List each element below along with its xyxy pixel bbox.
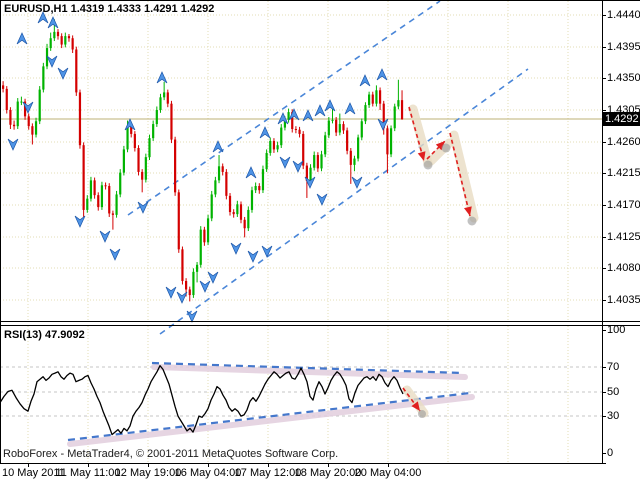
rsi-axis-label: 50 (607, 385, 620, 398)
current-price-tag: 1.4292 (602, 112, 640, 126)
price-axis-label: 1.4125 (607, 230, 640, 243)
time-axis-label: 10 May 2011 (2, 467, 65, 479)
chart-title: EURUSD,H1 1.4319 1.4333 1.4291 1.4292 (4, 3, 215, 15)
price-axis-label: 1.4305 (607, 103, 640, 116)
rsi-axis-label: 30 (607, 410, 620, 423)
time-axis-label: 16 May 04:00 (174, 467, 242, 479)
price-axis-label: 1.4350 (607, 72, 640, 85)
price-axis-label: 1.4035 (607, 293, 640, 306)
rsi-axis-label: 0 (607, 447, 614, 459)
rsi-indicator-label: RSI(13) 47.9092 (4, 329, 85, 341)
time-axis-label: 17 May 12:00 (234, 467, 302, 479)
time-axis-label: 11 May 11:00 (55, 467, 121, 479)
time-axis-label: 12 May 19:00 (114, 467, 182, 479)
price-axis-label: 1.4170 (607, 198, 640, 211)
rsi-axis-label: 100 (607, 324, 626, 336)
price-axis-label: 1.4215 (607, 167, 640, 180)
price-axis-label: 1.4440 (607, 9, 640, 21)
copyright-text: RoboForex - MetaTrader4, © 2001-2011 Met… (3, 448, 339, 460)
time-axis-label: 18 May 20:00 (294, 467, 362, 479)
price-axis-label: 1.4395 (607, 40, 640, 53)
rsi-axis-label: 70 (607, 360, 620, 373)
price-axis-label: 1.4080 (607, 262, 640, 275)
time-axis-label: 20 May 04:00 (354, 467, 422, 479)
price-axis-label: 1.4260 (607, 135, 640, 148)
